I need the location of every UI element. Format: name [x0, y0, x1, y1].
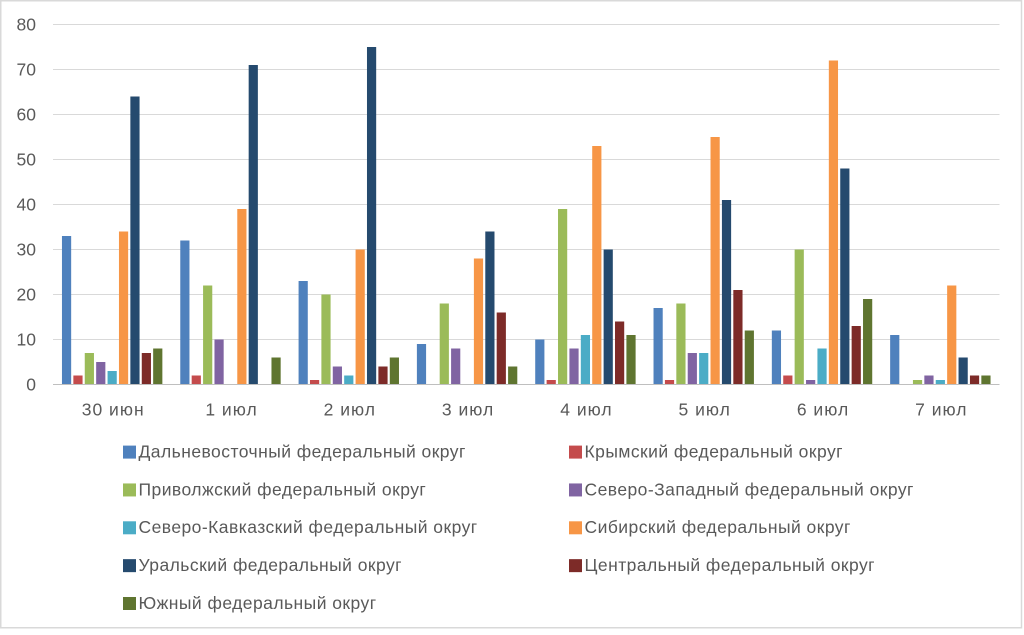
- svg-text:Уральский федеральный округ: Уральский федеральный округ: [139, 555, 403, 575]
- svg-text:1 июл: 1 июл: [205, 400, 257, 420]
- svg-text:80: 80: [17, 15, 37, 35]
- svg-text:40: 40: [17, 195, 37, 215]
- svg-text:30 июн: 30 июн: [82, 400, 145, 420]
- svg-text:70: 70: [17, 60, 37, 80]
- svg-text:Приволжский федеральный округ: Приволжский федеральный округ: [139, 479, 427, 499]
- svg-text:0: 0: [26, 375, 36, 395]
- svg-text:Северо-Кавказский федеральный: Северо-Кавказский федеральный округ: [139, 517, 478, 537]
- svg-text:4 июл: 4 июл: [560, 400, 612, 420]
- svg-text:7 июл: 7 июл: [915, 400, 967, 420]
- svg-text:Крымский федеральный округ: Крымский федеральный округ: [585, 442, 843, 462]
- svg-text:60: 60: [17, 105, 37, 125]
- svg-text:Дальневосточный федеральный ок: Дальневосточный федеральный округ: [139, 442, 466, 462]
- svg-text:Центральный федеральный округ: Центральный федеральный округ: [585, 555, 876, 575]
- svg-text:10: 10: [17, 330, 37, 350]
- svg-text:Южный федеральный округ: Южный федеральный округ: [139, 593, 377, 613]
- svg-text:3 июл: 3 июл: [442, 400, 494, 420]
- svg-text:20: 20: [17, 285, 37, 305]
- svg-text:6 июл: 6 июл: [797, 400, 849, 420]
- svg-text:2 июл: 2 июл: [324, 400, 376, 420]
- svg-text:50: 50: [17, 150, 37, 170]
- svg-text:Северо-Западный федеральный ок: Северо-Западный федеральный округ: [585, 479, 914, 499]
- svg-text:Сибирский федеральный округ: Сибирский федеральный округ: [585, 517, 851, 537]
- svg-text:30: 30: [17, 240, 37, 260]
- svg-text:5 июл: 5 июл: [679, 400, 731, 420]
